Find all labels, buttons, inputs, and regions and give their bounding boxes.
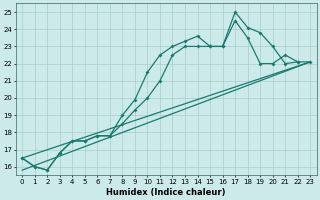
X-axis label: Humidex (Indice chaleur): Humidex (Indice chaleur) <box>107 188 226 197</box>
